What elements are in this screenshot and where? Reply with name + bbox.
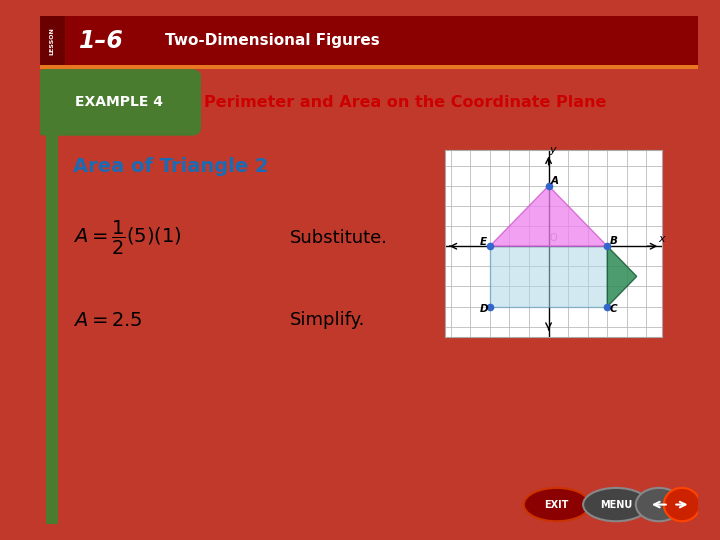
- Ellipse shape: [524, 488, 590, 521]
- Text: Simplify.: Simplify.: [290, 312, 365, 329]
- Polygon shape: [608, 246, 636, 307]
- Text: $A = \dfrac{1}{2}(5)(1)$: $A = \dfrac{1}{2}(5)(1)$: [73, 219, 181, 258]
- FancyBboxPatch shape: [46, 133, 58, 524]
- Text: Area of Triangle 2: Area of Triangle 2: [73, 157, 268, 176]
- Text: Perimeter and Area on the Coordinate Plane: Perimeter and Area on the Coordinate Pla…: [204, 95, 607, 110]
- Text: A: A: [551, 176, 559, 186]
- Text: MENU: MENU: [600, 500, 632, 510]
- Ellipse shape: [636, 488, 682, 521]
- FancyBboxPatch shape: [36, 69, 201, 136]
- Text: O: O: [549, 233, 557, 243]
- FancyBboxPatch shape: [40, 65, 698, 69]
- Text: EXAMPLE 4: EXAMPLE 4: [75, 96, 163, 110]
- FancyBboxPatch shape: [40, 16, 65, 65]
- Text: B: B: [610, 236, 618, 246]
- Text: 1–6: 1–6: [79, 29, 124, 52]
- Text: EXIT: EXIT: [544, 500, 569, 510]
- Text: D: D: [480, 303, 489, 314]
- Text: Substitute.: Substitute.: [290, 230, 388, 247]
- Polygon shape: [490, 186, 608, 246]
- Text: x: x: [658, 234, 665, 244]
- Text: Two-Dimensional Figures: Two-Dimensional Figures: [165, 33, 379, 48]
- Ellipse shape: [583, 488, 649, 521]
- FancyBboxPatch shape: [40, 16, 698, 65]
- Text: LESSON: LESSON: [50, 26, 55, 55]
- Text: C: C: [610, 303, 617, 314]
- Text: y: y: [549, 145, 556, 154]
- Polygon shape: [490, 246, 608, 307]
- Text: E: E: [480, 237, 487, 247]
- Text: $A = 2.5$: $A = 2.5$: [73, 311, 143, 330]
- Ellipse shape: [664, 488, 700, 521]
